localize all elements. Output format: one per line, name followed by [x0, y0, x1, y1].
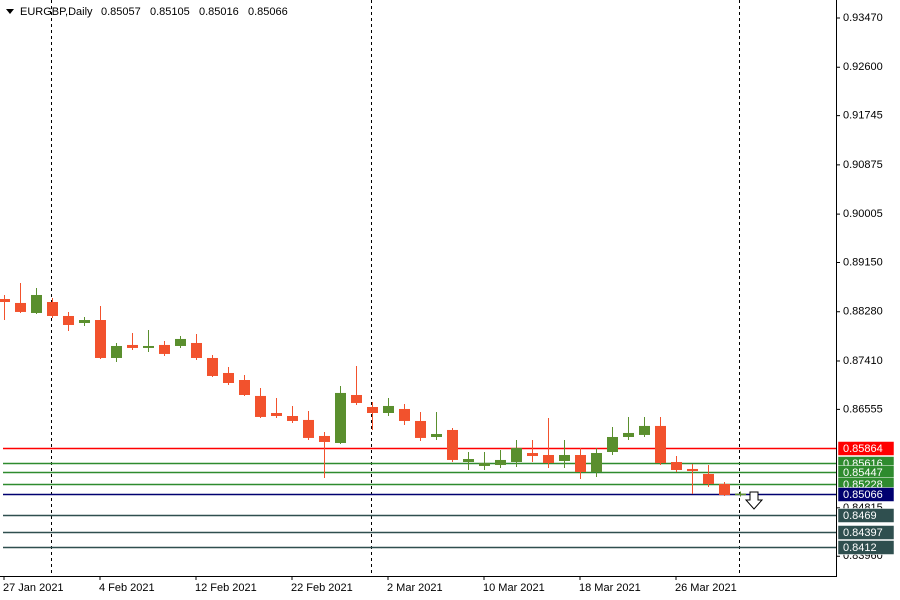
y-tick-label: 0.86555	[843, 403, 883, 415]
candle-body	[431, 433, 442, 437]
level-label: 0.8412	[843, 542, 877, 554]
candle-body	[527, 453, 538, 457]
y-tick-label: 0.93470	[843, 12, 883, 24]
x-tick-label: 26 Mar 2021	[675, 582, 737, 594]
level-label-box	[837, 525, 895, 540]
y-tick-label: 0.92600	[843, 61, 883, 73]
level-label-box	[837, 487, 895, 502]
candle-body	[703, 474, 714, 484]
month-separators	[51, 0, 740, 576]
y-tick-label: 0.90005	[843, 208, 883, 220]
candle-body	[175, 338, 186, 346]
sell-arrow	[744, 491, 764, 510]
candle-body	[335, 392, 346, 443]
candle-body	[223, 372, 234, 384]
level-label-box	[837, 441, 895, 456]
level-label: 0.85447	[843, 467, 883, 479]
level-label-box	[837, 540, 895, 555]
level-label: 0.85864	[843, 443, 883, 455]
candle-body	[399, 408, 410, 421]
header-triangle	[6, 9, 14, 14]
y-tick-label: 0.84815	[843, 502, 883, 514]
y-tick-label: 0.89150	[843, 256, 883, 268]
candle-body	[287, 415, 298, 421]
candle-body	[671, 462, 682, 470]
candle-body	[351, 394, 362, 403]
candle-body	[47, 302, 58, 316]
candle-body	[687, 468, 698, 472]
level-label: 0.84397	[843, 527, 883, 539]
header-open: 0.85057	[101, 6, 141, 18]
candle-body	[591, 453, 602, 472]
candle-body	[479, 462, 490, 466]
candle-body	[159, 344, 170, 354]
candle-body	[15, 302, 26, 312]
candle-body	[271, 412, 282, 416]
x-tick-label: 27 Jan 2021	[3, 582, 64, 594]
candle-body	[623, 432, 634, 437]
x-tick-label: 2 Mar 2021	[387, 582, 443, 594]
level-label: 0.85066	[843, 489, 883, 501]
x-tick-label: 4 Feb 2021	[99, 582, 155, 594]
candle-body	[127, 344, 138, 348]
candle-body	[735, 493, 746, 496]
candle-body	[63, 315, 74, 325]
x-tick-label: 22 Feb 2021	[291, 582, 353, 594]
y-tick-label: 0.87410	[843, 355, 883, 367]
x-tick-label: 10 Mar 2021	[483, 582, 545, 594]
candle-body	[207, 357, 218, 376]
y-tick-label: 0.91745	[843, 110, 883, 122]
candle-body	[319, 435, 330, 442]
y-tick-label: 0.90875	[843, 159, 883, 171]
levels	[3, 447, 836, 549]
candle-body	[239, 380, 250, 395]
candle-body	[95, 320, 106, 358]
candle-body	[495, 459, 506, 466]
candle-body	[511, 447, 522, 463]
candle-body	[639, 425, 650, 435]
candle-body	[543, 454, 554, 463]
candle-body	[79, 320, 90, 324]
level-label: 0.8469	[843, 510, 877, 522]
candle-body	[559, 454, 570, 461]
candle-body	[415, 420, 426, 438]
x-tick-label: 18 Mar 2021	[579, 582, 641, 594]
level-label-box	[837, 508, 895, 523]
chart-title: EURGBP,Daily	[20, 6, 93, 18]
candle-body	[575, 454, 586, 472]
candle-body	[447, 429, 458, 460]
candle-body	[255, 395, 266, 417]
candle-body	[191, 342, 202, 358]
axes: 0.93470 0.92600 0.91745 0.90875 0.90005 0.891…	[3, 12, 895, 594]
header-close: 0.85066	[248, 6, 288, 18]
x-tick-label: 12 Feb 2021	[195, 582, 257, 594]
candle-body	[383, 405, 394, 413]
candles	[0, 282, 746, 497]
candle-body	[607, 436, 618, 452]
candle-body	[143, 345, 154, 348]
header-high: 0.85105	[150, 6, 190, 18]
candle-body	[303, 419, 314, 438]
header-low: 0.85016	[199, 6, 239, 18]
y-tick-label: 0.88280	[843, 306, 883, 318]
candle-body	[367, 406, 378, 413]
candle-body	[719, 483, 730, 496]
candle-body	[31, 294, 42, 313]
candle-body	[655, 425, 666, 463]
candle-body	[111, 345, 122, 358]
candle-body	[0, 299, 10, 303]
candle-body	[463, 459, 474, 463]
